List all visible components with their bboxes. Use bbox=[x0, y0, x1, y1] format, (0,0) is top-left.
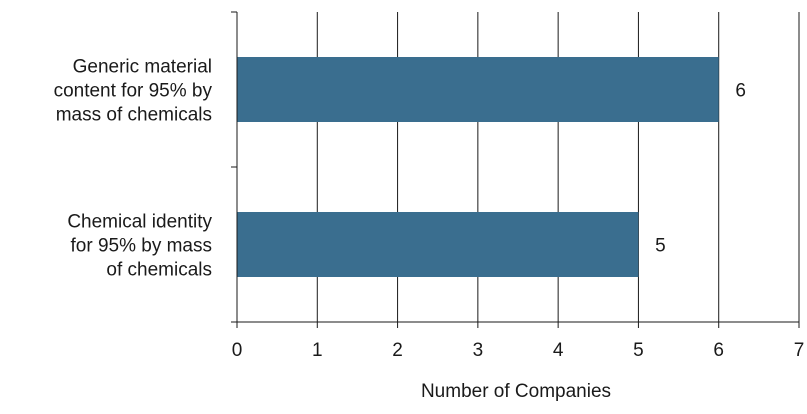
category-label: Chemical identity for 95% by mass of chemi… bbox=[67, 212, 212, 281]
bars-layer bbox=[237, 57, 719, 277]
x-tick-label: 7 bbox=[794, 340, 805, 361]
x-tick-label: 2 bbox=[392, 340, 403, 361]
bar bbox=[237, 57, 719, 122]
x-tick-label: 5 bbox=[633, 340, 644, 361]
data-label: 5 bbox=[655, 236, 666, 257]
x-tick-label: 0 bbox=[232, 340, 243, 361]
x-tick-label: 4 bbox=[553, 340, 564, 361]
x-tick-label: 3 bbox=[473, 340, 484, 361]
x-axis-title: Number of Companies bbox=[421, 381, 611, 402]
x-tick-label: 6 bbox=[713, 340, 724, 361]
bar bbox=[237, 212, 639, 277]
category-label: Generic material content for 95% by mass o… bbox=[54, 57, 213, 126]
axes-layer bbox=[231, 11, 800, 328]
labels-layer: 6 Generic material content for 95% by mass … bbox=[54, 57, 805, 362]
x-tick-label: 1 bbox=[312, 340, 323, 361]
data-label: 6 bbox=[735, 81, 746, 102]
